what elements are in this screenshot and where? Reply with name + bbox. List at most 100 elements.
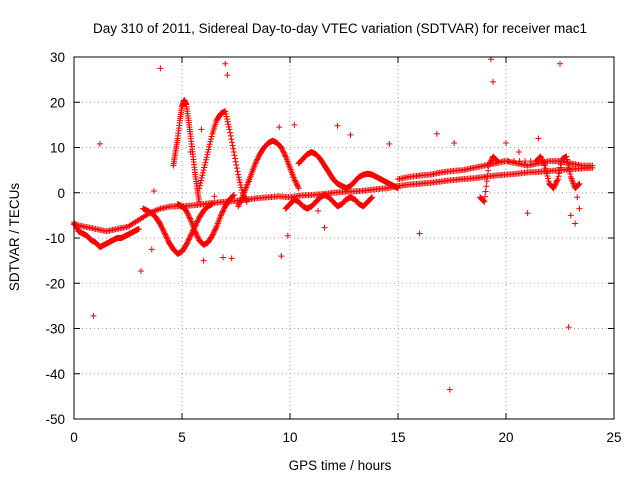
data-point: [194, 218, 201, 225]
data-point: [553, 178, 560, 185]
data-point: [245, 178, 252, 185]
data-point: [228, 139, 235, 146]
data-point: [200, 257, 207, 264]
data-point: [236, 176, 243, 183]
data-point: [564, 159, 571, 166]
data-point: [484, 172, 491, 179]
data-point: [198, 177, 205, 184]
data-point: [157, 221, 164, 228]
data-point: [217, 212, 224, 219]
data-point: [278, 253, 285, 260]
data-point: [225, 123, 232, 130]
y-tick-label: -50: [45, 412, 65, 427]
grid: [74, 57, 614, 419]
data-point: [558, 158, 565, 165]
data-point: [395, 185, 401, 192]
data-point: [158, 224, 165, 231]
data-point: [227, 129, 234, 136]
data-point: [575, 181, 582, 188]
data-point: [226, 126, 233, 133]
x-tick-label: 5: [178, 430, 186, 445]
data-point: [183, 240, 190, 247]
data-point: [574, 194, 581, 201]
data-point: [185, 236, 192, 243]
data-point: [159, 225, 166, 232]
data-point: [545, 178, 552, 185]
data-point: [243, 197, 250, 204]
data-point: [315, 207, 322, 214]
data-point: [566, 168, 573, 175]
data-point: [480, 198, 487, 205]
data-point: [212, 226, 219, 233]
data-point: [223, 113, 230, 120]
data-point: [556, 170, 563, 177]
data-point: [209, 232, 216, 239]
data-point: [161, 229, 168, 236]
data-point: [197, 180, 204, 187]
data-point: [541, 161, 548, 168]
data-point: [230, 149, 237, 156]
data-point: [481, 198, 488, 205]
data-point: [527, 158, 534, 165]
x-tick-label: 15: [390, 430, 405, 445]
data-point: [219, 209, 226, 216]
data-point: [234, 168, 241, 175]
data-point: [567, 171, 574, 178]
data-point: [540, 158, 547, 165]
x-axis: 0 5 10 15 20 25: [70, 57, 622, 445]
data-point: [160, 227, 167, 234]
data-point: [199, 169, 206, 176]
data-point: [230, 145, 237, 152]
data-point: [196, 185, 203, 192]
data-point: [433, 130, 440, 137]
data-point: [284, 232, 291, 239]
data-point: [231, 152, 238, 159]
data-point: [503, 139, 509, 146]
data-point: [148, 246, 155, 253]
data-point: [237, 181, 244, 188]
data-point: [194, 233, 201, 240]
data-point: [237, 198, 244, 205]
data-point: [222, 108, 229, 115]
data-point: [229, 193, 236, 200]
data-point: [203, 156, 210, 163]
data-point: [576, 205, 583, 212]
data-point: [563, 153, 570, 160]
data-point: [369, 194, 376, 201]
data-point: [494, 158, 501, 165]
data-point: [564, 156, 571, 163]
data-point: [235, 202, 242, 209]
data-point: [295, 183, 302, 190]
data-point: [557, 161, 564, 168]
data-point: [196, 182, 203, 189]
data-point: [539, 157, 546, 164]
chart-title: Day 310 of 2011, Sidereal Day-to-day VTE…: [93, 21, 587, 36]
data-point: [565, 165, 572, 172]
data-point: [483, 183, 490, 190]
data-point: [486, 160, 493, 167]
data-point: [157, 65, 164, 72]
data-point: [576, 180, 583, 187]
data-points: [71, 56, 596, 393]
data-point: [554, 177, 561, 184]
data-point: [367, 195, 374, 202]
data-point: [199, 172, 206, 179]
data-point: [278, 144, 285, 151]
data-point: [193, 221, 200, 228]
data-point: [282, 152, 289, 159]
data-point: [206, 143, 213, 150]
data-point: [488, 157, 495, 164]
data-point: [281, 150, 288, 157]
data-point: [187, 149, 194, 156]
data-point: [220, 207, 227, 214]
data-point: [499, 158, 506, 165]
y-tick-label: -20: [45, 276, 65, 291]
data-point: [196, 198, 203, 205]
data-point: [550, 185, 557, 192]
y-tick-label: -10: [45, 231, 65, 246]
data-point: [209, 231, 216, 238]
data-point: [209, 201, 216, 208]
data-point: [253, 157, 260, 164]
data-point: [480, 197, 487, 204]
data-point: [238, 196, 245, 203]
